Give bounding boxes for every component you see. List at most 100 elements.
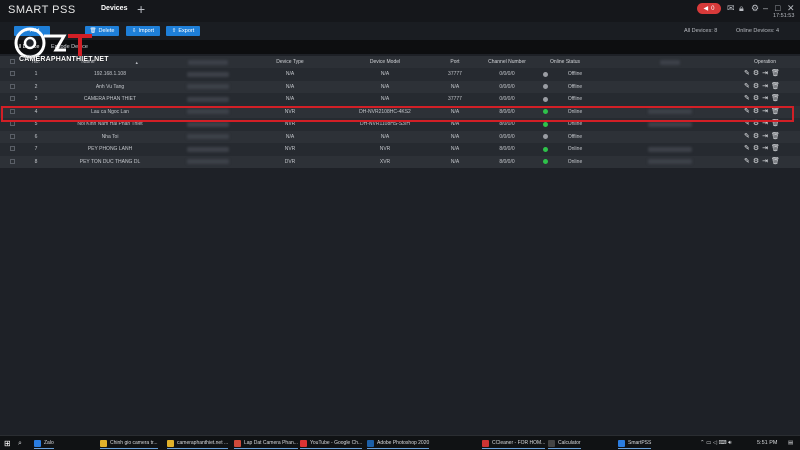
table-row[interactable]: 3 CAMERA PHAN THIET N/A N/A 37777 0/0/0/0 Offl… [0,93,800,106]
taskbar-item[interactable]: SmartPSS [618,438,652,449]
logout-icon[interactable]: ⇥ [762,95,769,102]
search-icon[interactable]: ⌕ [18,439,22,447]
row-checkbox[interactable] [10,96,15,101]
cell-ip [175,156,240,169]
start-icon[interactable]: ⊞ [4,439,11,448]
delete-icon[interactable]: 🗑︎ [771,145,780,152]
taskbar-item[interactable]: YouTube - Google Ch... [300,438,363,449]
status-dot-icon [538,81,552,94]
delete-icon[interactable]: 🗑︎ [771,132,780,140]
table-row[interactable]: 7 PEY PHONG LANH NVR NVR N/A 8/0/0/0 Online ✎ … [0,143,800,156]
taskbar-item[interactable]: Chinh gio camera tr... [100,438,158,449]
toolbar: + Add 🗑︎ Delete ⇩ Import ⇧ Export All De… [0,22,800,40]
delete-icon[interactable]: 🗑︎ [771,120,780,127]
export-button[interactable]: ⇧ Export [166,26,200,36]
taskbar-item[interactable]: Adobe Photoshop 2020 [367,438,430,449]
cell-channels: 8/0/0/0 [499,146,515,153]
message-icon[interactable]: ✉ [727,3,735,13]
notification-icon[interactable]: ▤ [788,440,794,446]
table-row[interactable]: 6 Nha Toi N/A N/A N/A 0/0/0/0 Offline ✎ ⚙ ⇥ 🗑︎ [0,130,800,144]
edit-icon[interactable]: ✎ [744,145,750,152]
table-row[interactable]: 8 PEY TON DUC THANG DL DVR XVR N/A 8/0/0/0 Onl… [0,155,800,169]
select-all-checkbox[interactable] [10,59,15,64]
taskbar-item[interactable]: cameraphanthiet.net ... [167,438,229,449]
device-subtabs: All Device Encode Device [0,40,800,54]
logout-icon[interactable]: ⇥ [762,120,769,127]
alarm-count: 0 [711,5,715,12]
taskbar-item[interactable]: Calculator [548,438,581,449]
maximize-icon[interactable]: □ [775,3,781,13]
edit-icon[interactable]: ✎ [744,120,750,127]
logout-icon[interactable]: ⇥ [762,157,769,165]
config-icon[interactable]: ⚙ [752,132,760,140]
row-checkbox[interactable] [10,158,15,164]
row-checkbox[interactable] [10,83,15,89]
settings-icon[interactable]: ⚙ [751,3,760,13]
config-icon[interactable]: ⚙ [752,145,760,152]
col-operation: Operation [754,59,776,65]
taskbar-item[interactable]: Zalo [34,438,54,449]
table-row[interactable]: 4 Lau ca Ngoc Lan NVR DH-NVR2108HC-4KS2 N/A 8… [0,105,800,119]
tab-devices[interactable]: Devices [101,5,128,12]
cell-name: PEY TON DUC THANG DL [79,158,141,165]
alarm-badge[interactable]: ◀ 0 [697,3,721,14]
config-icon[interactable]: ⚙ [752,157,760,165]
status-dot-icon [538,143,552,156]
cell-no: 7 [34,146,38,153]
logout-icon[interactable]: ⇥ [762,70,769,77]
table-row[interactable]: 2 Anh Vu Tang N/A N/A N/A 0/0/0/0 Offline ✎ ⚙ … [0,80,800,94]
edit-icon[interactable]: ✎ [744,95,750,102]
config-icon[interactable]: ⚙ [752,82,760,90]
close-icon[interactable]: ✕ [787,3,795,13]
row-checkbox[interactable] [10,133,15,139]
logout-icon[interactable]: ⇥ [762,132,769,140]
table-row[interactable]: 1 192.168.1.108 N/A N/A 37777 0/0/0/0 Offline … [0,68,800,81]
import-button-label: Import [138,28,155,34]
cell-channels: 8/0/0/0 [499,121,515,128]
edit-icon[interactable]: ✎ [744,107,750,115]
config-icon[interactable]: ⚙ [752,107,760,115]
cell-sn [640,106,700,119]
delete-icon[interactable]: 🗑︎ [771,82,780,90]
col-name[interactable]: Name ▲ [60,56,160,68]
logout-icon[interactable]: ⇥ [762,82,769,90]
lock-icon[interactable]: 🔒︎ [739,3,744,13]
import-button[interactable]: ⇩ Import [126,26,160,36]
config-icon[interactable]: ⚙ [752,120,760,127]
edit-icon[interactable]: ✎ [744,132,750,140]
cell-type: N/A [285,133,295,140]
col-online-status: Online Status [549,59,581,65]
taskbar-item[interactable]: Lap Dat Camera Phan... [234,438,298,449]
logout-icon[interactable]: ⇥ [762,145,769,152]
logout-icon[interactable]: ⇥ [762,107,769,115]
config-icon[interactable]: ⚙ [752,95,760,102]
cell-port: 37777 [448,71,462,78]
tab-encode-device[interactable]: Encode Device [51,44,88,50]
add-tab-button[interactable]: + [137,1,146,17]
cell-model: XVR [379,158,391,165]
status-dot-icon [538,156,552,169]
delete-icon[interactable]: 🗑︎ [771,107,780,115]
cell-name: Lau ca Ngoc Lan [91,108,129,115]
cell-port: N/A [450,121,460,128]
cell-model: NVR [379,146,391,153]
edit-icon[interactable]: ✎ [744,157,750,165]
config-icon[interactable]: ⚙ [752,70,760,77]
cell-model: DH-NVR1108HS-S3/H [360,121,410,128]
edit-icon[interactable]: ✎ [744,82,750,90]
minimize-icon[interactable]: – [763,3,769,13]
cell-sn [640,156,700,169]
cell-ip [175,131,240,144]
delete-icon[interactable]: 🗑︎ [771,95,780,102]
delete-button[interactable]: 🗑︎ Delete [85,26,119,36]
row-checkbox[interactable] [10,146,15,151]
tray-icons[interactable]: ⌃ ▭ ◁ ⌨ 🔊︎ [700,440,732,446]
delete-icon[interactable]: 🗑︎ [771,157,780,165]
row-checkbox[interactable] [10,108,15,114]
row-operations: ✎ ⚙ ⇥ 🗑︎ [744,69,780,79]
row-checkbox[interactable] [10,71,15,76]
cell-no: 5 [34,121,38,128]
edit-icon[interactable]: ✎ [744,70,750,77]
delete-icon[interactable]: 🗑︎ [771,70,780,77]
taskbar-item[interactable]: CCleaner - FOR HOM... [482,438,546,449]
